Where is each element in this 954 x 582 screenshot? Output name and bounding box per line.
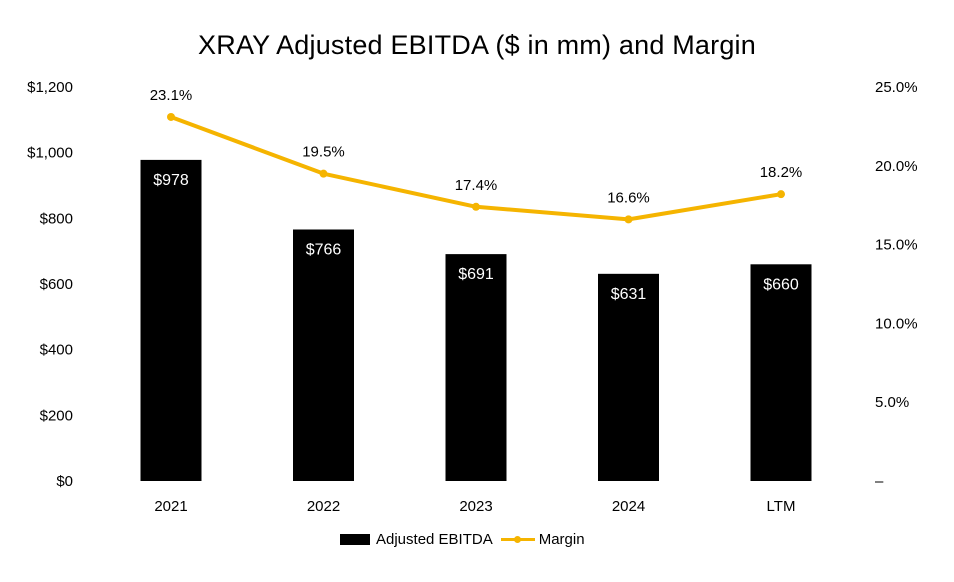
y-right-tick-label: 10.0% (875, 315, 918, 332)
legend-label-ebitda: Adjusted EBITDA (376, 531, 493, 548)
y-right-tick-label: 15.0% (875, 237, 918, 254)
legend-label-margin: Margin (538, 531, 585, 548)
y-left-tick-label: $1,000 (27, 145, 73, 162)
x-tick-label: 2021 (154, 498, 187, 515)
bar-value-label: $978 (153, 172, 189, 189)
legend: Adjusted EBITDA Margin (340, 531, 593, 548)
margin-point (319, 169, 328, 178)
x-tick-label: 2022 (307, 498, 340, 515)
y-left-tick-label: $800 (40, 210, 73, 227)
chart-title: XRAY Adjusted EBITDA ($ in mm) and Margi… (198, 30, 756, 60)
y-left-tick-label: $1,200 (27, 79, 73, 96)
y-left-tick-label: $600 (40, 276, 73, 293)
y-left-tick-label: $400 (40, 342, 73, 359)
x-tick-label: 2024 (612, 498, 645, 515)
bar-2021 (140, 159, 202, 481)
legend-item-margin: Margin (500, 531, 585, 548)
margin-value-label: 18.2% (760, 164, 803, 181)
bar-value-label: $691 (458, 266, 494, 283)
x-tick-label: 2023 (459, 498, 492, 515)
margin-point (472, 202, 480, 211)
legend-item-ebitda: Adjusted EBITDA (340, 531, 493, 548)
margin-point (777, 190, 785, 199)
y-right-tick-label: – (875, 473, 884, 490)
bar-value-label: $766 (306, 241, 342, 258)
y-left-tick-label: $200 (40, 407, 73, 424)
y-right-tick-label: 20.0% (875, 158, 918, 175)
y-right-tick-label: 25.0% (875, 79, 918, 96)
bar-ltm (750, 264, 812, 481)
bar-value-label: $660 (763, 276, 799, 293)
margin-value-label: 16.6% (607, 189, 650, 206)
margin-value-label: 17.4% (455, 177, 498, 194)
margin-value-label: 23.1% (150, 87, 193, 104)
bar-2024 (598, 273, 659, 481)
bar-2023 (445, 254, 507, 481)
legend-swatch-line (500, 534, 535, 545)
y-right-tick-label: 5.0% (875, 394, 909, 411)
legend-swatch-bar (340, 534, 370, 545)
y-left-tick-label: $0 (56, 473, 73, 490)
margin-point (167, 112, 175, 121)
x-tick-label: LTM (767, 498, 796, 515)
bar-value-label: $631 (611, 286, 647, 303)
margin-point (624, 215, 633, 224)
margin-value-label: 19.5% (302, 144, 345, 161)
bar-2022 (293, 229, 354, 481)
